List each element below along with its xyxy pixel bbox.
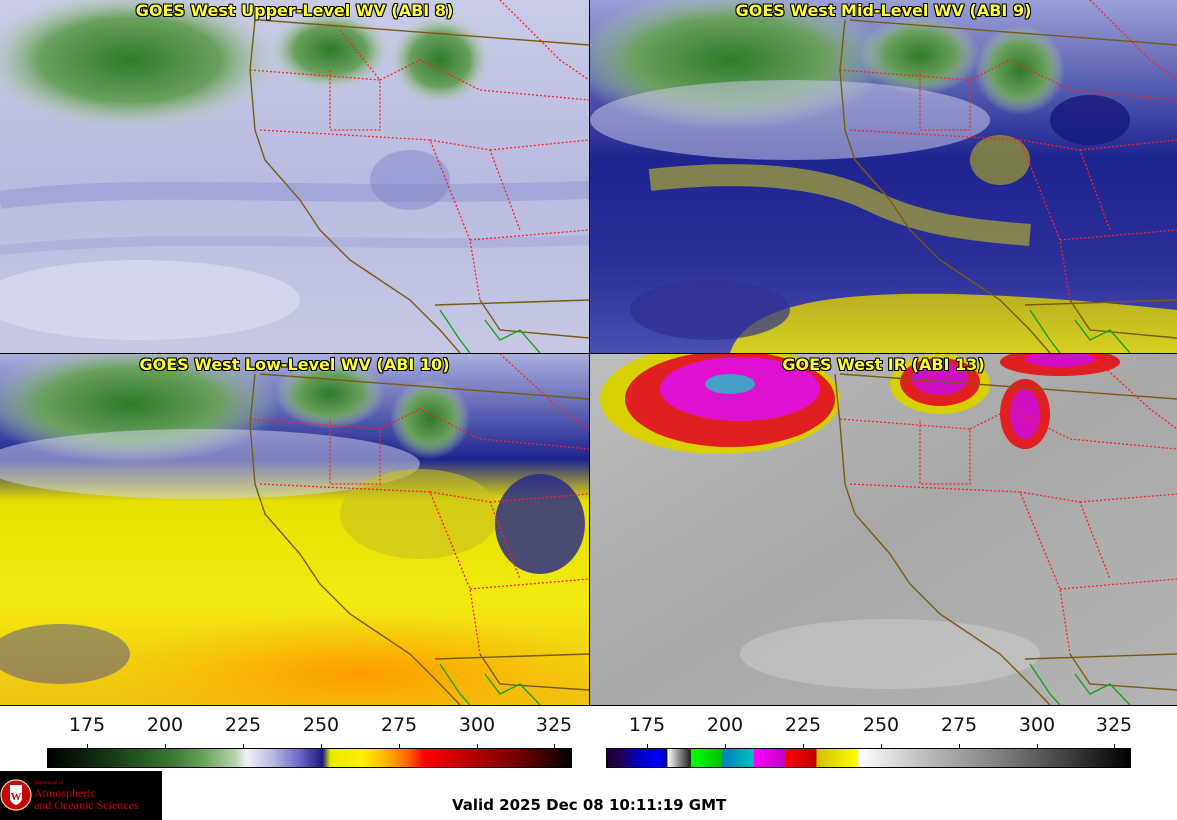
state-borders — [249, 0, 589, 301]
mexico-border — [1029, 309, 1131, 353]
image-bottom-border — [0, 705, 1177, 706]
wv-tick-mark — [87, 744, 88, 750]
panel-title: GOES West Upper-Level WV (ABI 8) — [135, 1, 454, 20]
coastline — [249, 19, 589, 353]
wv-tick-label: 175 — [68, 714, 106, 736]
panel-low-level-wv: GOES West Low-Level WV (ABI 10) — [0, 354, 589, 705]
wv-tick-mark — [399, 744, 400, 750]
ir-tick-label: 275 — [940, 714, 978, 736]
wv-tick-mark — [243, 744, 244, 750]
panel-divider-vertical — [589, 0, 590, 705]
ir-tick-label: 175 — [628, 714, 666, 736]
wv-tick-mark — [477, 744, 478, 750]
wv-color-scale — [47, 748, 572, 768]
panel-title: GOES West Low-Level WV (ABI 10) — [139, 355, 450, 374]
panel-upper-level-wv: GOES West Upper-Level WV (ABI 8) — [0, 0, 589, 353]
wv-tick-label: 300 — [458, 714, 496, 736]
logo-department-text: Department of — [34, 781, 64, 786]
panel-title: GOES West IR (ABI 13) — [782, 355, 985, 374]
logo-line2: and Oceanic Sciences — [34, 798, 139, 812]
ir-tick-mark — [803, 744, 804, 750]
wv-tick-label: 250 — [302, 714, 340, 736]
mexico-border — [439, 663, 541, 705]
coastline — [839, 19, 1177, 353]
wv-tick-mark — [165, 744, 166, 750]
valid-time-label: Valid 2025 Dec 08 10:11:19 GMT — [452, 796, 727, 814]
mexico-border — [439, 309, 541, 353]
panel-title: GOES West Mid-Level WV (ABI 9) — [735, 1, 1032, 20]
ir-tick-label: 250 — [862, 714, 900, 736]
wv-tick-mark — [554, 744, 555, 750]
low-level-wv-image — [0, 354, 589, 705]
ir-tick-label: 225 — [784, 714, 822, 736]
svg-text:W: W — [11, 791, 22, 803]
wv-colorbar: 175 200 225 250 275 300 325 — [0, 714, 589, 774]
upper-level-wv-image — [0, 0, 589, 353]
ir-colorbar: 175 200 225 250 275 300 325 — [590, 714, 1177, 774]
uw-crest-icon: W — [0, 779, 32, 811]
ir-tick-mark — [959, 744, 960, 750]
panel-mid-level-wv: GOES West Mid-Level WV (ABI 9) — [590, 0, 1177, 353]
ir-tick-mark — [647, 744, 648, 750]
ir-tick-mark — [1037, 744, 1038, 750]
wv-tick-label: 225 — [224, 714, 262, 736]
ir-color-scale — [606, 748, 1131, 768]
coastline — [249, 373, 589, 705]
ir-tick-label: 325 — [1095, 714, 1133, 736]
mexico-border — [1029, 663, 1131, 705]
coastline — [834, 373, 1177, 705]
ir-image — [590, 354, 1177, 705]
logo-line1: Atmospheric — [34, 786, 96, 800]
state-borders — [249, 354, 589, 655]
wv-tick-label: 200 — [146, 714, 184, 736]
ir-tick-mark — [725, 744, 726, 750]
panel-ir: GOES West IR (ABI 13) — [590, 354, 1177, 705]
ir-tick-label: 200 — [706, 714, 744, 736]
aos-logo[interactable]: W Department of Atmospheric and Oceanic … — [0, 771, 162, 820]
ir-tick-mark — [1114, 744, 1115, 750]
mid-level-wv-image — [590, 0, 1177, 353]
wv-tick-label: 275 — [380, 714, 418, 736]
state-borders — [839, 0, 1177, 301]
wv-tick-label: 325 — [535, 714, 573, 736]
state-borders — [839, 354, 1177, 655]
panel-divider-horizontal — [0, 353, 1177, 354]
wv-tick-mark — [321, 744, 322, 750]
ir-tick-mark — [881, 744, 882, 750]
ir-tick-label: 300 — [1018, 714, 1056, 736]
